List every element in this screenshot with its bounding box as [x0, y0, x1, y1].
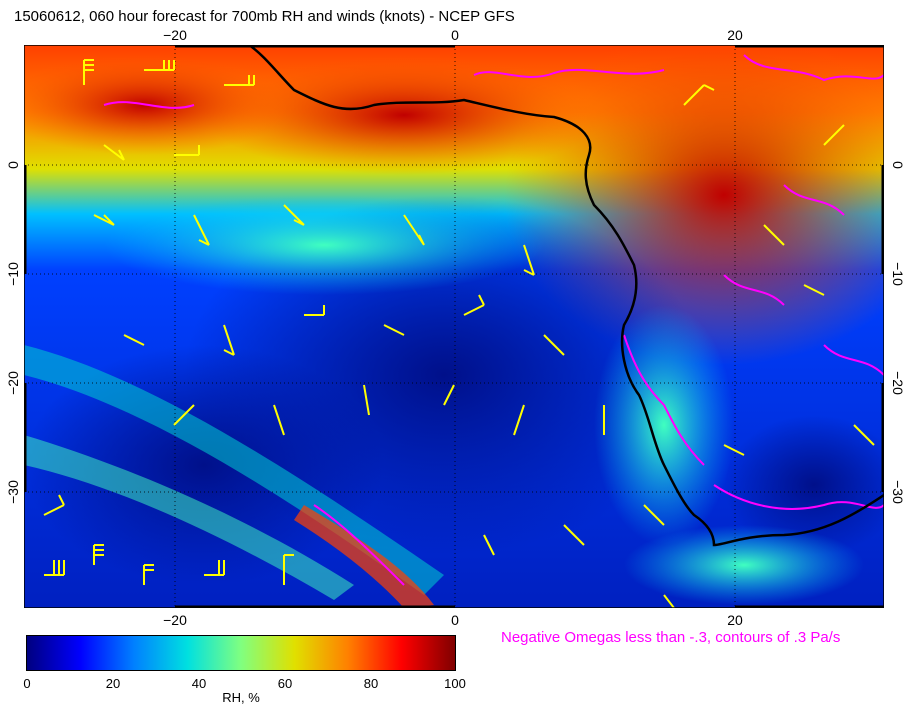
moist-region-south-tip [624, 525, 864, 605]
y-tick-left-neg20: −20 [5, 371, 21, 395]
colorbar-tick-80: 80 [363, 676, 379, 691]
rh-colorbar [26, 635, 456, 671]
moist-streak-2 [24, 435, 354, 600]
omega-contours [103, 54, 885, 586]
colorbar-title: RH, % [222, 690, 260, 705]
x-tick-bottom-0: 0 [451, 612, 459, 628]
coastline [248, 43, 885, 547]
x-tick-top-neg20: −20 [163, 27, 187, 43]
lat-lon-grid [24, 45, 884, 608]
colorbar-tick-0: 0 [23, 676, 31, 691]
moist-region-coast [594, 305, 734, 545]
x-tick-top-0: 0 [451, 27, 459, 43]
moist-streak-3 [294, 505, 434, 608]
wind-barbs [43, 59, 875, 609]
y-tick-left-0: 0 [5, 161, 21, 169]
colorbar-tick-40: 40 [191, 676, 207, 691]
y-tick-right-neg30: −30 [890, 480, 906, 504]
y-tick-right-neg10: −10 [890, 262, 906, 286]
y-tick-right-neg20: −20 [890, 371, 906, 395]
map-title: 15060612, 060 hour forecast for 700mb RH… [14, 8, 515, 25]
y-tick-left-neg10: −10 [5, 262, 21, 286]
rh-low-region-southeast [724, 415, 904, 555]
map-canvas [0, 25, 906, 611]
omega-legend-note: Negative Omegas less than -.3, contours … [501, 629, 841, 646]
x-tick-top-20: 20 [727, 27, 743, 43]
colorbar-tick-60: 60 [277, 676, 293, 691]
y-tick-right-0: 0 [890, 161, 906, 169]
rh-high-region-north [204, 55, 604, 175]
colorbar-tick-100: 100 [444, 676, 466, 691]
colorbar-tick-20: 20 [105, 676, 121, 691]
rh-wind-map [0, 25, 906, 611]
moist-band-central [104, 195, 544, 295]
x-tick-bottom-neg20: −20 [163, 612, 187, 628]
y-tick-left-neg30: −30 [5, 480, 21, 504]
x-tick-bottom-20: 20 [727, 612, 743, 628]
